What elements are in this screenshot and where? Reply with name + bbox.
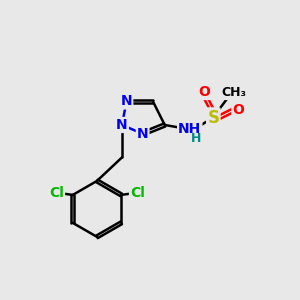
Text: S: S xyxy=(207,109,219,127)
Text: CH₃: CH₃ xyxy=(221,86,246,99)
Text: O: O xyxy=(232,103,244,117)
Text: N: N xyxy=(116,118,128,132)
Text: N: N xyxy=(121,94,132,108)
Text: N: N xyxy=(137,127,148,141)
Text: NH: NH xyxy=(178,122,201,136)
Text: Cl: Cl xyxy=(49,186,64,200)
Text: O: O xyxy=(199,85,210,99)
Text: Cl: Cl xyxy=(130,186,145,200)
Text: H: H xyxy=(191,132,201,145)
